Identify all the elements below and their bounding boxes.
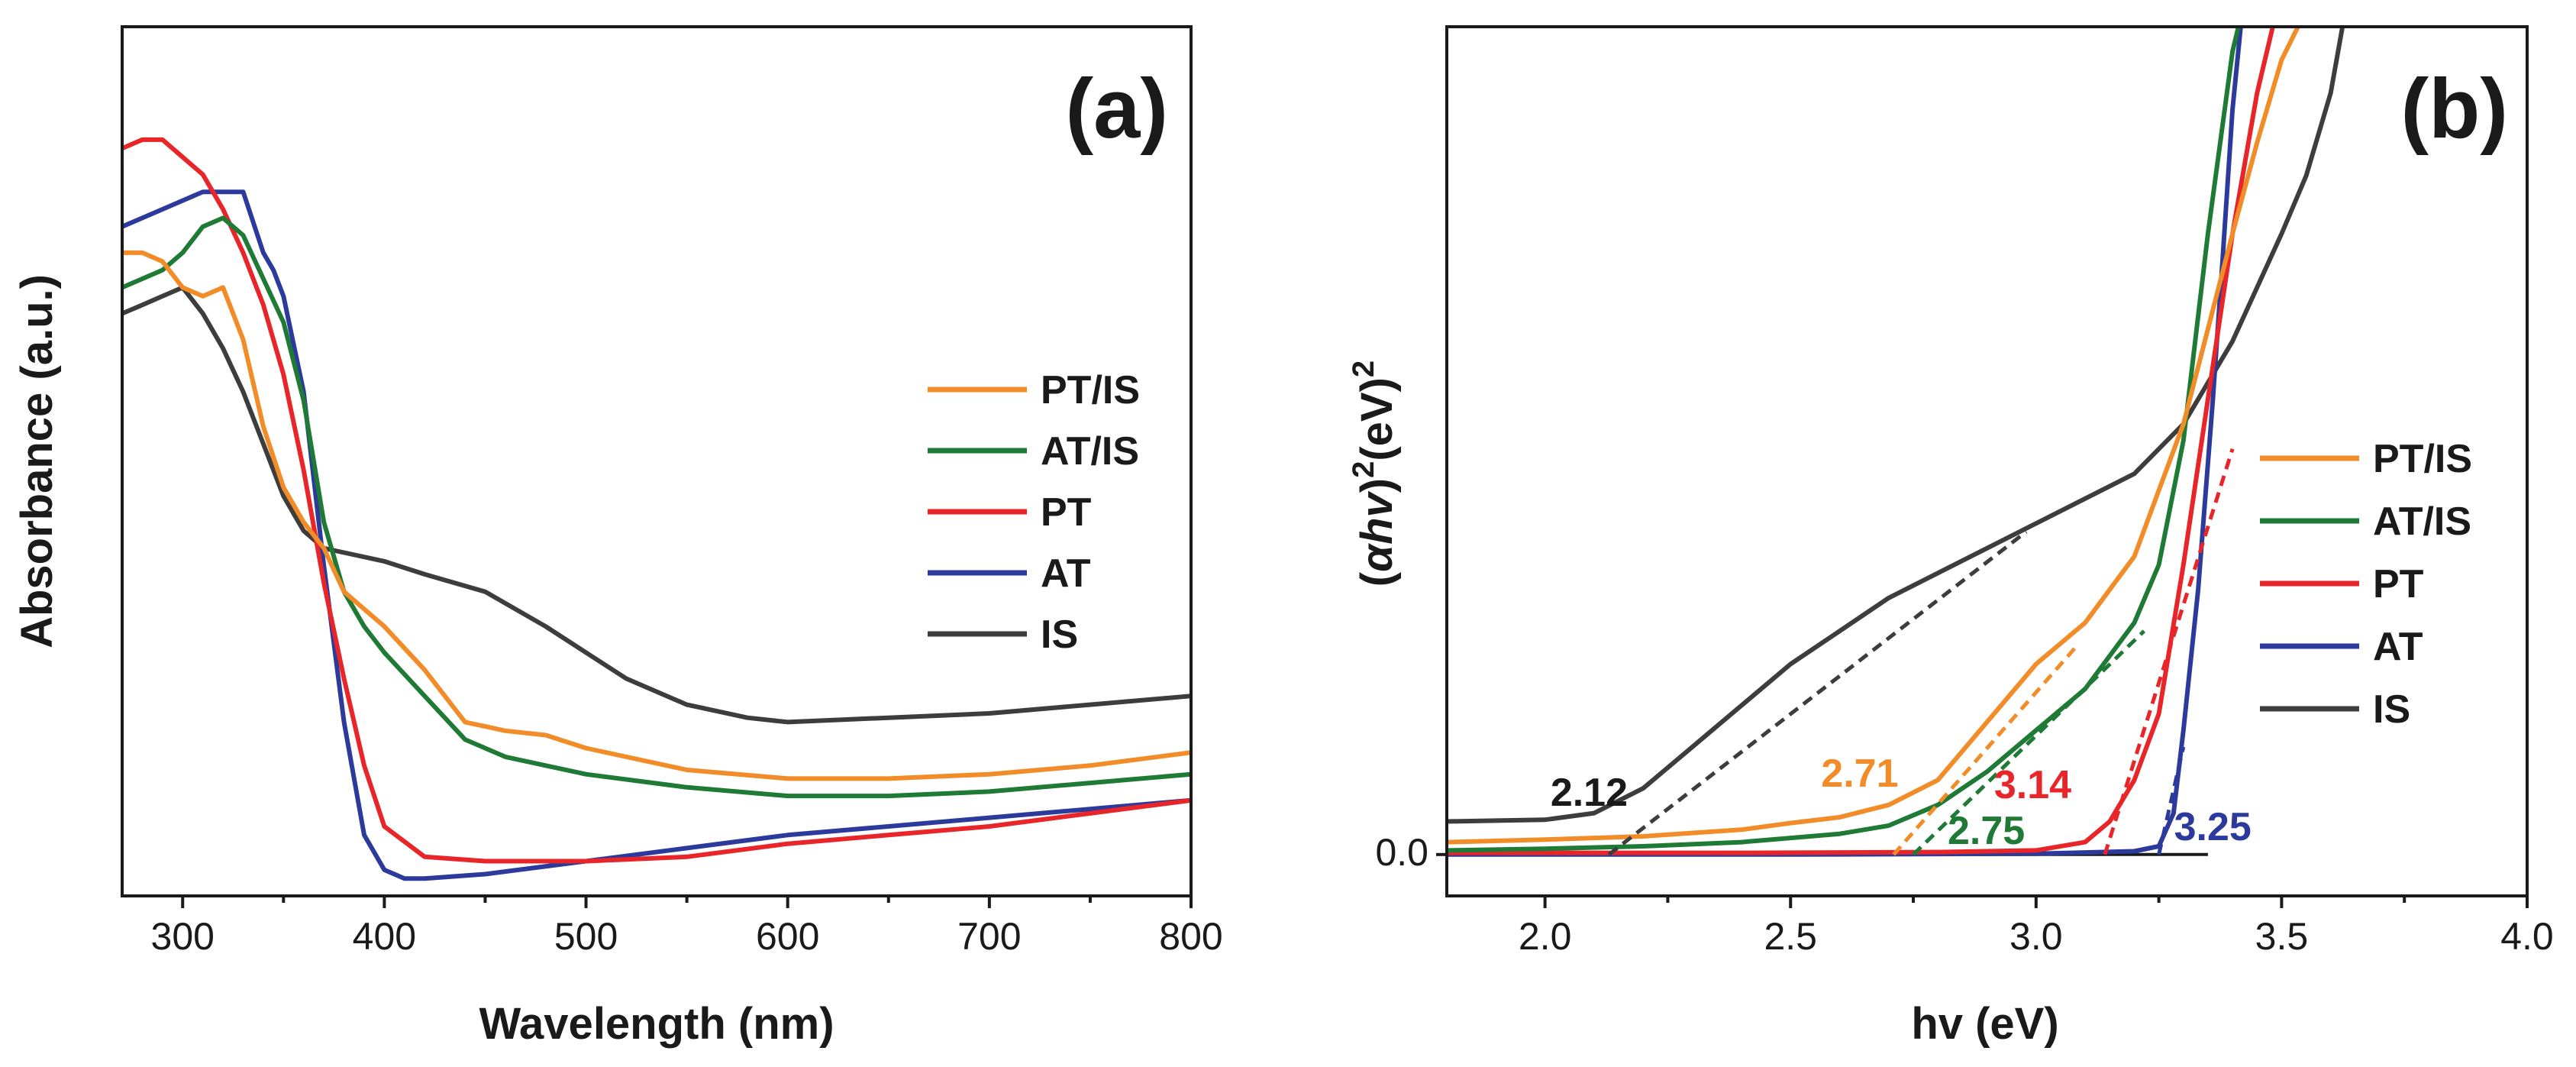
panel-b-y-ticks: 0.0 [1375,831,1447,874]
legend-label-at-is: AT/IS [2373,500,2471,544]
panel-b-x-axis-title: hv (eV) [1911,999,2058,1049]
x-tick-label: 3.0 [2009,915,2063,958]
panel-b-label: (b) [2401,62,2508,156]
legend-label-is: IS [2373,687,2410,732]
series-line-pt [1447,27,2275,855]
x-tick-label: 400 [353,915,416,958]
series-line-at-is [1447,27,2241,853]
panel-a-frame [121,25,1193,897]
legend-label-pt: PT [1041,490,1092,535]
y-title-close: ) [1352,478,1402,493]
x-tick-label: 2.5 [1764,915,1817,958]
y-title-sup1: 2 [1347,461,1380,478]
x-tick-label: 3.5 [2255,915,2309,958]
legend-label-at-is: AT/IS [1041,429,1139,474]
legend-label-at: AT [1041,551,1091,596]
panel-a-y-axis-title: Absorbance (a.u.) [12,274,62,648]
band-gap-label-pt-is: 2.71 [1821,752,1898,796]
tangent-line-at-is [1912,629,2146,856]
y-tick-label: 0.0 [1375,831,1428,874]
panel-a-label: (a) [1066,62,1168,156]
y-title-unit: (eV) [1352,377,1402,461]
x-tick-label: 800 [1159,915,1222,958]
legend-label-at: AT [2373,625,2423,669]
panel-a-legend: PT/IS AT/IS PT AT IS [928,368,1140,657]
panel-b-x-ticks: 2.0 2.5 3.0 3.5 4.0 [1519,896,2554,958]
series-line-pt [122,137,1191,864]
band-gap-label-at: 3.25 [2174,805,2252,849]
x-tick-label: 4.0 [2500,915,2554,958]
series-line-pt-is [122,250,1191,781]
x-tick-label: 600 [756,915,819,958]
panel-a: 300 400 500 600 700 800 (a) Wavelength (nm) A… [12,25,1223,1049]
band-gap-label-is: 2.12 [1551,771,1628,815]
tangent-line-at [2157,746,2186,855]
band-gap-label-at-is: 2.75 [1948,809,2025,853]
y-title-sup2: 2 [1347,361,1380,377]
panel-b-y-axis-title: (αhv)2(eV)2 [1347,361,1402,587]
series-line-at [122,189,1191,881]
panel-a-x-axis-title: Wavelength (nm) [479,999,834,1049]
y-title-open: ( [1352,571,1402,587]
series-line-at-is [122,215,1191,799]
panel-b-frame [1445,25,2529,897]
tangent-line-pt [2103,448,2235,855]
legend-label-pt-is: PT/IS [1041,368,1140,412]
x-tick-label: 500 [554,915,618,958]
panel-a-x-ticks: 300 400 500 600 700 800 [151,896,1223,958]
y-title-hv: hv [1352,490,1402,544]
y-title-alpha: α [1352,543,1402,572]
legend-label-is: IS [1041,613,1078,657]
legend-label-pt: PT [2373,562,2424,606]
legend-label-pt-is: PT/IS [2373,437,2472,481]
series-line-is [1447,27,2345,824]
x-tick-label: 300 [151,915,215,958]
panel-b: 2.0 2.5 3.0 3.5 4.0 0.0 (b) hv (eV) (αhv)2(e… [1347,25,2554,1049]
panel-a-plot-area [122,137,1191,881]
x-tick-label: 2.0 [1519,915,1572,958]
tangent-line-pt-is [1892,646,2077,856]
series-line-pt-is [1447,27,2301,845]
panel-b-band-gap-labels: 2.12 2.71 2.753.14 3.25 [1551,752,2252,853]
tangent-line-is [1607,530,2028,856]
band-gap-label-pt: 3.14 [1994,763,2071,807]
series-line-at [1447,27,2243,857]
panel-b-plot-area [1447,27,2345,857]
series-line-is [122,285,1191,725]
panel-b-legend: PT/IS AT/IS PT AT IS [2260,437,2472,732]
x-tick-label: 700 [957,915,1021,958]
